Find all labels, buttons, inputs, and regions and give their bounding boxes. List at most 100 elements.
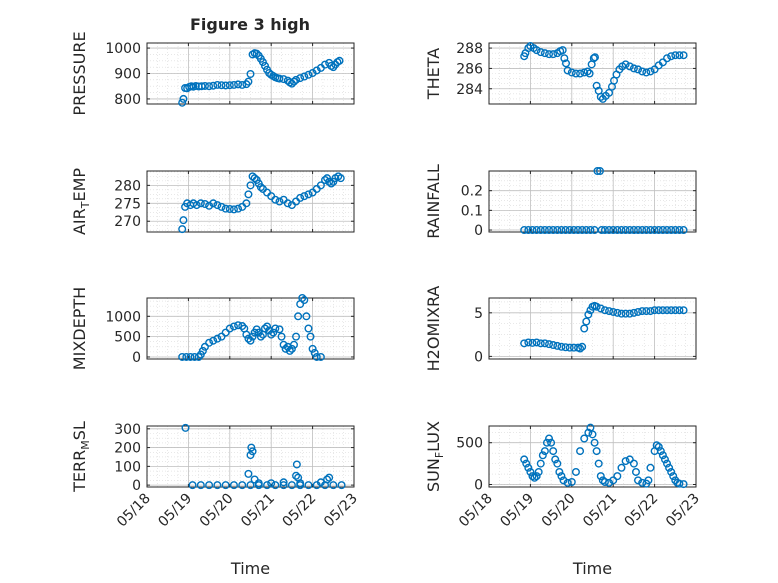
y-tick-label: 200 bbox=[114, 441, 141, 457]
data-point bbox=[540, 49, 549, 58]
data-point bbox=[534, 467, 543, 476]
x-tick-label: 05/18 bbox=[456, 491, 496, 531]
x-tick-label: 05/23 bbox=[663, 491, 703, 531]
data-point bbox=[654, 306, 663, 315]
data-point bbox=[642, 226, 651, 235]
data-point bbox=[642, 307, 651, 316]
data-point bbox=[540, 339, 549, 348]
data-point bbox=[229, 322, 238, 331]
data-point bbox=[679, 306, 688, 315]
data-point bbox=[675, 226, 684, 235]
y-tick-label: 284 bbox=[456, 82, 483, 98]
data-point bbox=[244, 190, 253, 199]
data-point bbox=[646, 307, 655, 316]
data-point bbox=[336, 174, 345, 183]
data-point bbox=[536, 48, 545, 57]
data-point bbox=[238, 202, 247, 211]
data-point bbox=[205, 481, 214, 490]
data-point bbox=[302, 312, 311, 321]
axes-box bbox=[146, 170, 355, 233]
data-point bbox=[638, 67, 647, 76]
data-point bbox=[271, 481, 280, 490]
data-point bbox=[621, 309, 630, 318]
data-point bbox=[609, 307, 618, 316]
data-point bbox=[679, 480, 688, 489]
data-point bbox=[613, 308, 622, 317]
data-point bbox=[279, 195, 288, 204]
y-axis-label: MIXDEPTH bbox=[70, 287, 89, 370]
data-point bbox=[250, 174, 259, 183]
data-point bbox=[252, 49, 261, 58]
axes-box bbox=[146, 425, 355, 488]
data-point bbox=[209, 336, 218, 345]
y-tick-label: 0.2 bbox=[461, 184, 483, 200]
data-point bbox=[667, 467, 676, 476]
data-point bbox=[609, 226, 618, 235]
data-point bbox=[197, 82, 206, 91]
data-point bbox=[306, 332, 315, 341]
data-point bbox=[298, 294, 307, 303]
data-point bbox=[621, 60, 630, 69]
subplot-air-temp: 270 275 280 AIRTEMP bbox=[70, 168, 355, 235]
data-point bbox=[617, 309, 626, 318]
data-point bbox=[191, 81, 200, 90]
data-point bbox=[528, 226, 537, 235]
data-point bbox=[217, 81, 226, 90]
y-tick-label: 0 bbox=[474, 349, 483, 365]
data-point bbox=[663, 306, 672, 315]
data-point bbox=[292, 471, 301, 480]
data-point bbox=[530, 473, 539, 482]
data-point bbox=[520, 339, 529, 348]
data-point bbox=[217, 202, 226, 211]
data-point bbox=[576, 69, 585, 78]
data-point bbox=[571, 69, 580, 78]
x-tick-label: 05/19 bbox=[155, 491, 195, 531]
data-point bbox=[242, 199, 251, 208]
data-point bbox=[625, 455, 634, 464]
subplot-rainfall: 0 0.1 0.2 RAINFALL bbox=[424, 164, 697, 239]
y-tick-label: 0 bbox=[132, 478, 141, 494]
data-point bbox=[605, 478, 614, 487]
data-point bbox=[567, 477, 576, 486]
x-tick-label: 05/20 bbox=[539, 491, 579, 531]
data-point bbox=[247, 443, 256, 452]
data-point bbox=[528, 338, 537, 347]
data-point bbox=[188, 481, 197, 490]
x-axis-label: Time bbox=[572, 559, 612, 578]
data-point bbox=[292, 332, 301, 341]
data-point bbox=[271, 324, 280, 333]
data-point bbox=[234, 321, 243, 330]
data-point bbox=[238, 80, 247, 89]
data-point bbox=[254, 479, 263, 488]
data-point bbox=[551, 455, 560, 464]
data-point bbox=[310, 348, 319, 357]
data-point bbox=[629, 226, 638, 235]
data-point bbox=[244, 77, 253, 86]
data-point bbox=[267, 330, 276, 339]
data-point bbox=[667, 226, 676, 235]
data-point bbox=[580, 324, 589, 333]
data-point bbox=[217, 332, 226, 341]
data-point bbox=[650, 65, 659, 74]
y-tick-label: 0 bbox=[474, 223, 483, 239]
data-point bbox=[229, 80, 238, 89]
y-axis-label: PRESSURE bbox=[70, 31, 89, 115]
data-point bbox=[588, 430, 597, 439]
data-point bbox=[329, 481, 338, 490]
data-point bbox=[229, 481, 238, 490]
data-point bbox=[583, 67, 592, 76]
data-point bbox=[234, 80, 243, 89]
x-tick-label: 05/22 bbox=[622, 491, 662, 531]
data-point bbox=[578, 226, 587, 235]
data-point bbox=[267, 479, 276, 488]
data-point bbox=[562, 59, 571, 68]
data-point bbox=[545, 434, 554, 443]
data-point bbox=[679, 51, 688, 60]
data-point bbox=[549, 447, 558, 456]
data-point bbox=[304, 481, 313, 490]
data-point bbox=[596, 92, 605, 101]
data-point bbox=[244, 334, 253, 343]
axes-box bbox=[488, 297, 697, 360]
data-point bbox=[323, 475, 332, 484]
